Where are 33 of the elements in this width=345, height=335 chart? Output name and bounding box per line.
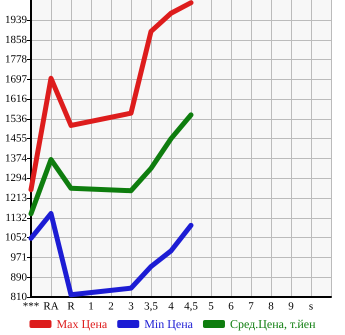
y-tick-label: 1294 bbox=[5, 172, 28, 184]
x-tick-label: 4 bbox=[168, 300, 174, 312]
x-tick-label: *** bbox=[22, 300, 40, 312]
x-tick-label: 7 bbox=[248, 300, 254, 312]
y-tick-label: 1052 bbox=[5, 232, 27, 244]
y-tick-label: 1455 bbox=[5, 132, 28, 145]
legend-label: Сред.Цена, т.йен bbox=[230, 317, 316, 331]
x-tick-label: R bbox=[67, 300, 76, 312]
y-tick-label: 890 bbox=[10, 271, 28, 284]
y-tick-label: 1697 bbox=[5, 73, 28, 86]
legend-label: Max Цена bbox=[56, 317, 108, 331]
x-tick-label: 9 bbox=[288, 300, 294, 312]
x-tick-label: 4,5 bbox=[184, 300, 198, 312]
x-tick-label: s bbox=[308, 300, 314, 312]
x-tick-label: 6 bbox=[228, 300, 234, 312]
y-tick-label: 1536 bbox=[5, 112, 28, 125]
x-tick-label: 5 bbox=[208, 300, 214, 312]
y-tick-label: 1778 bbox=[5, 53, 28, 66]
x-tick-label: 8 bbox=[268, 300, 274, 312]
y-tick-label: 1213 bbox=[5, 192, 28, 204]
y-tick-label: 1939 bbox=[5, 14, 28, 26]
x-tick-label: 2 bbox=[108, 300, 114, 312]
x-tick-label: 1 bbox=[88, 300, 94, 312]
x-tick-label: 3,5 bbox=[144, 300, 158, 312]
x-tick-label: RA bbox=[43, 300, 59, 312]
legend-label: Min Цена bbox=[144, 317, 194, 331]
y-tick-label: 1858 bbox=[5, 34, 28, 46]
y-tick-label: 1132 bbox=[5, 212, 27, 224]
y-tick-label: 1616 bbox=[5, 93, 28, 106]
y-tick-label: 810 bbox=[10, 291, 28, 303]
y-tick-label: 1374 bbox=[5, 152, 28, 165]
y-tick-label: 971 bbox=[10, 251, 27, 264]
x-tick-label: 3 bbox=[128, 300, 134, 312]
